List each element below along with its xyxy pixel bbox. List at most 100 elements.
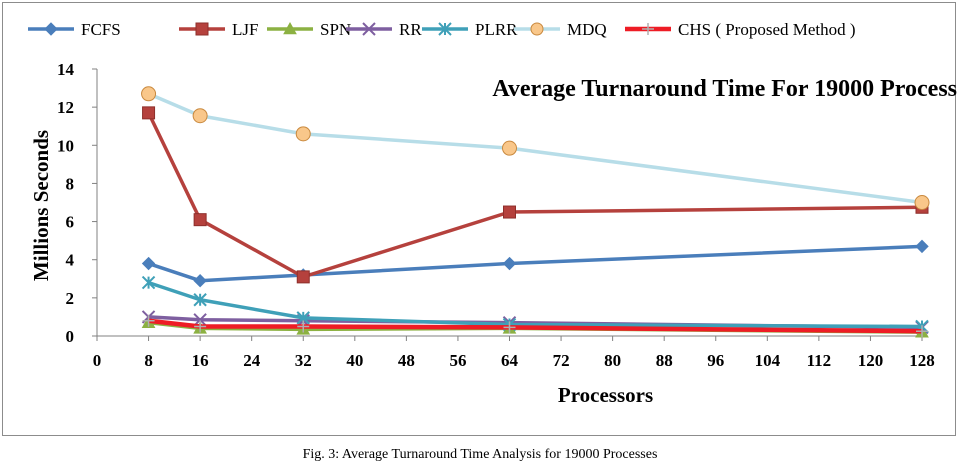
x-tick-label: 0	[93, 351, 102, 370]
legend-item-rr: RR	[346, 20, 422, 39]
figure-caption: Fig. 3: Average Turnaround Time Analysis…	[302, 447, 658, 462]
data-point-ljf	[142, 106, 156, 120]
legend-item-ljf: LJF	[179, 20, 258, 39]
diamond-marker	[915, 239, 929, 254]
legend-item-chs-proposed-method: CHS ( Proposed Method )	[625, 20, 856, 39]
legend-marker	[44, 22, 58, 36]
plus-marker	[142, 314, 155, 327]
y-tick-label: 12	[57, 98, 74, 117]
legend-label: FCFS	[81, 20, 121, 39]
legend-item-mdq: MDQ	[514, 20, 607, 39]
circle-marker	[530, 22, 544, 36]
x-tick-label: 32	[295, 351, 312, 370]
legend-item-plrr: PLRR	[422, 20, 518, 39]
circle-marker	[914, 195, 930, 210]
y-tick-label: 4	[66, 251, 75, 270]
data-point-ljf	[193, 213, 207, 227]
diamond-marker	[193, 273, 207, 288]
legend-item-fcfs: FCFS	[28, 20, 121, 39]
x-tick-label: 88	[656, 351, 673, 370]
plus-marker	[642, 23, 654, 35]
x-axis-title: Processors	[558, 383, 653, 407]
plus-marker	[503, 321, 516, 334]
x-tick-label: 8	[144, 351, 153, 370]
legend-marker	[530, 22, 544, 36]
asterisk-marker	[141, 275, 156, 290]
x-tick-label: 72	[553, 351, 570, 370]
legend-item-spn: SPN	[267, 20, 351, 39]
plus-marker	[297, 320, 310, 333]
data-point-mdq	[295, 126, 311, 142]
circle-marker	[192, 108, 208, 124]
data-point-fcfs	[915, 239, 929, 254]
data-point-ljf	[503, 205, 516, 219]
series-line-fcfs	[148, 244, 923, 283]
data-point-fcfs	[193, 273, 207, 288]
series-line-mdq	[147, 92, 923, 205]
square-marker	[193, 213, 207, 227]
square-marker	[296, 270, 310, 284]
x-tick-label: 56	[449, 351, 466, 370]
data-point-mdq	[141, 86, 157, 102]
chart-frame	[2, 2, 956, 436]
legend-label: CHS ( Proposed Method )	[678, 20, 856, 39]
legend-label: PLRR	[475, 20, 518, 39]
data-point-chs-proposed-method	[916, 325, 928, 338]
square-marker	[142, 106, 156, 120]
x-tick-label: 128	[909, 351, 935, 370]
square-marker	[503, 205, 516, 219]
data-point-plrr	[193, 293, 207, 307]
diamond-marker	[44, 22, 58, 36]
y-tick-label: 10	[57, 136, 74, 155]
x-tick-label: 16	[192, 351, 209, 370]
legend-label: SPN	[320, 20, 351, 39]
x-tick-label: 104	[755, 351, 781, 370]
data-point-chs-proposed-method	[297, 320, 310, 333]
legend-label: RR	[399, 20, 422, 39]
data-point-plrr	[141, 275, 156, 290]
data-point-fcfs	[502, 256, 517, 271]
square-marker	[195, 22, 209, 36]
chart-title: Average Turnaround Time For 19000 Proces…	[492, 76, 957, 102]
legend-marker	[438, 22, 452, 36]
legend-label: MDQ	[567, 20, 607, 39]
legend-marker	[195, 22, 209, 36]
diamond-marker	[141, 256, 156, 271]
x-tick-label: 120	[858, 351, 884, 370]
asterisk-marker	[438, 22, 452, 36]
circle-marker	[141, 86, 157, 102]
legend: FCFS LJF SPN RR PLRR MDQ CHS ( Proposed Method…	[28, 20, 856, 39]
diamond-marker	[502, 256, 517, 271]
x-tick-label: 24	[243, 351, 261, 370]
x-tick-label: 112	[807, 351, 832, 370]
data-point-chs-proposed-method	[503, 321, 516, 334]
x-tick-label: 96	[707, 351, 724, 370]
data-point-chs-proposed-method	[142, 314, 155, 327]
data-point-ljf	[296, 270, 310, 284]
y-tick-label: 14	[57, 60, 75, 79]
legend-marker	[642, 23, 654, 35]
x-marker	[362, 22, 376, 36]
y-tick-label: 0	[66, 327, 75, 346]
triangle-marker	[283, 21, 297, 35]
data-point-chs-proposed-method	[194, 320, 207, 333]
data-point-mdq	[914, 195, 930, 210]
x-tick-label: 64	[501, 351, 519, 370]
y-tick-label: 6	[66, 213, 75, 232]
legend-marker	[362, 22, 376, 36]
circle-marker	[502, 140, 517, 156]
legend-label: LJF	[232, 20, 258, 39]
x-tick-label: 40	[346, 351, 363, 370]
legend-marker	[283, 21, 297, 35]
circle-marker	[295, 126, 311, 142]
x-tick-label: 80	[604, 351, 621, 370]
plus-marker	[916, 325, 928, 338]
y-tick-label: 2	[66, 289, 75, 308]
data-point-fcfs	[141, 256, 156, 271]
y-tick-label: 8	[66, 174, 75, 193]
asterisk-marker	[193, 293, 207, 307]
y-axis-title: Millions Seconds	[29, 130, 53, 281]
x-tick-label: 48	[398, 351, 415, 370]
plus-marker	[194, 320, 207, 333]
